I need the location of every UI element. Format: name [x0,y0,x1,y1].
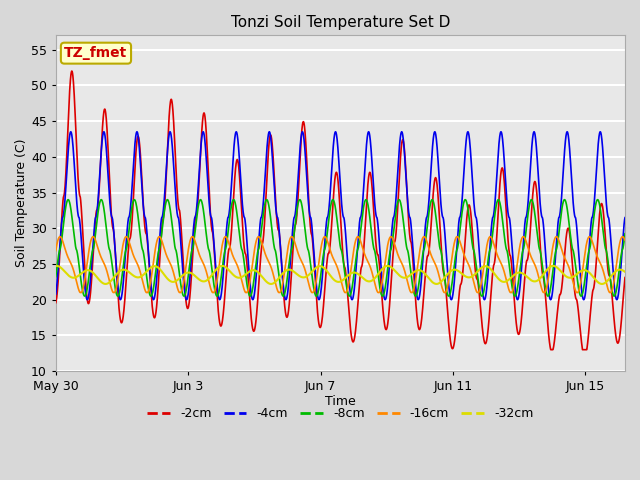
X-axis label: Time: Time [325,395,356,408]
Legend: -2cm, -4cm, -8cm, -16cm, -32cm: -2cm, -4cm, -8cm, -16cm, -32cm [143,402,538,425]
Title: Tonzi Soil Temperature Set D: Tonzi Soil Temperature Set D [230,15,450,30]
Y-axis label: Soil Temperature (C): Soil Temperature (C) [15,139,28,267]
Text: TZ_fmet: TZ_fmet [65,46,127,60]
